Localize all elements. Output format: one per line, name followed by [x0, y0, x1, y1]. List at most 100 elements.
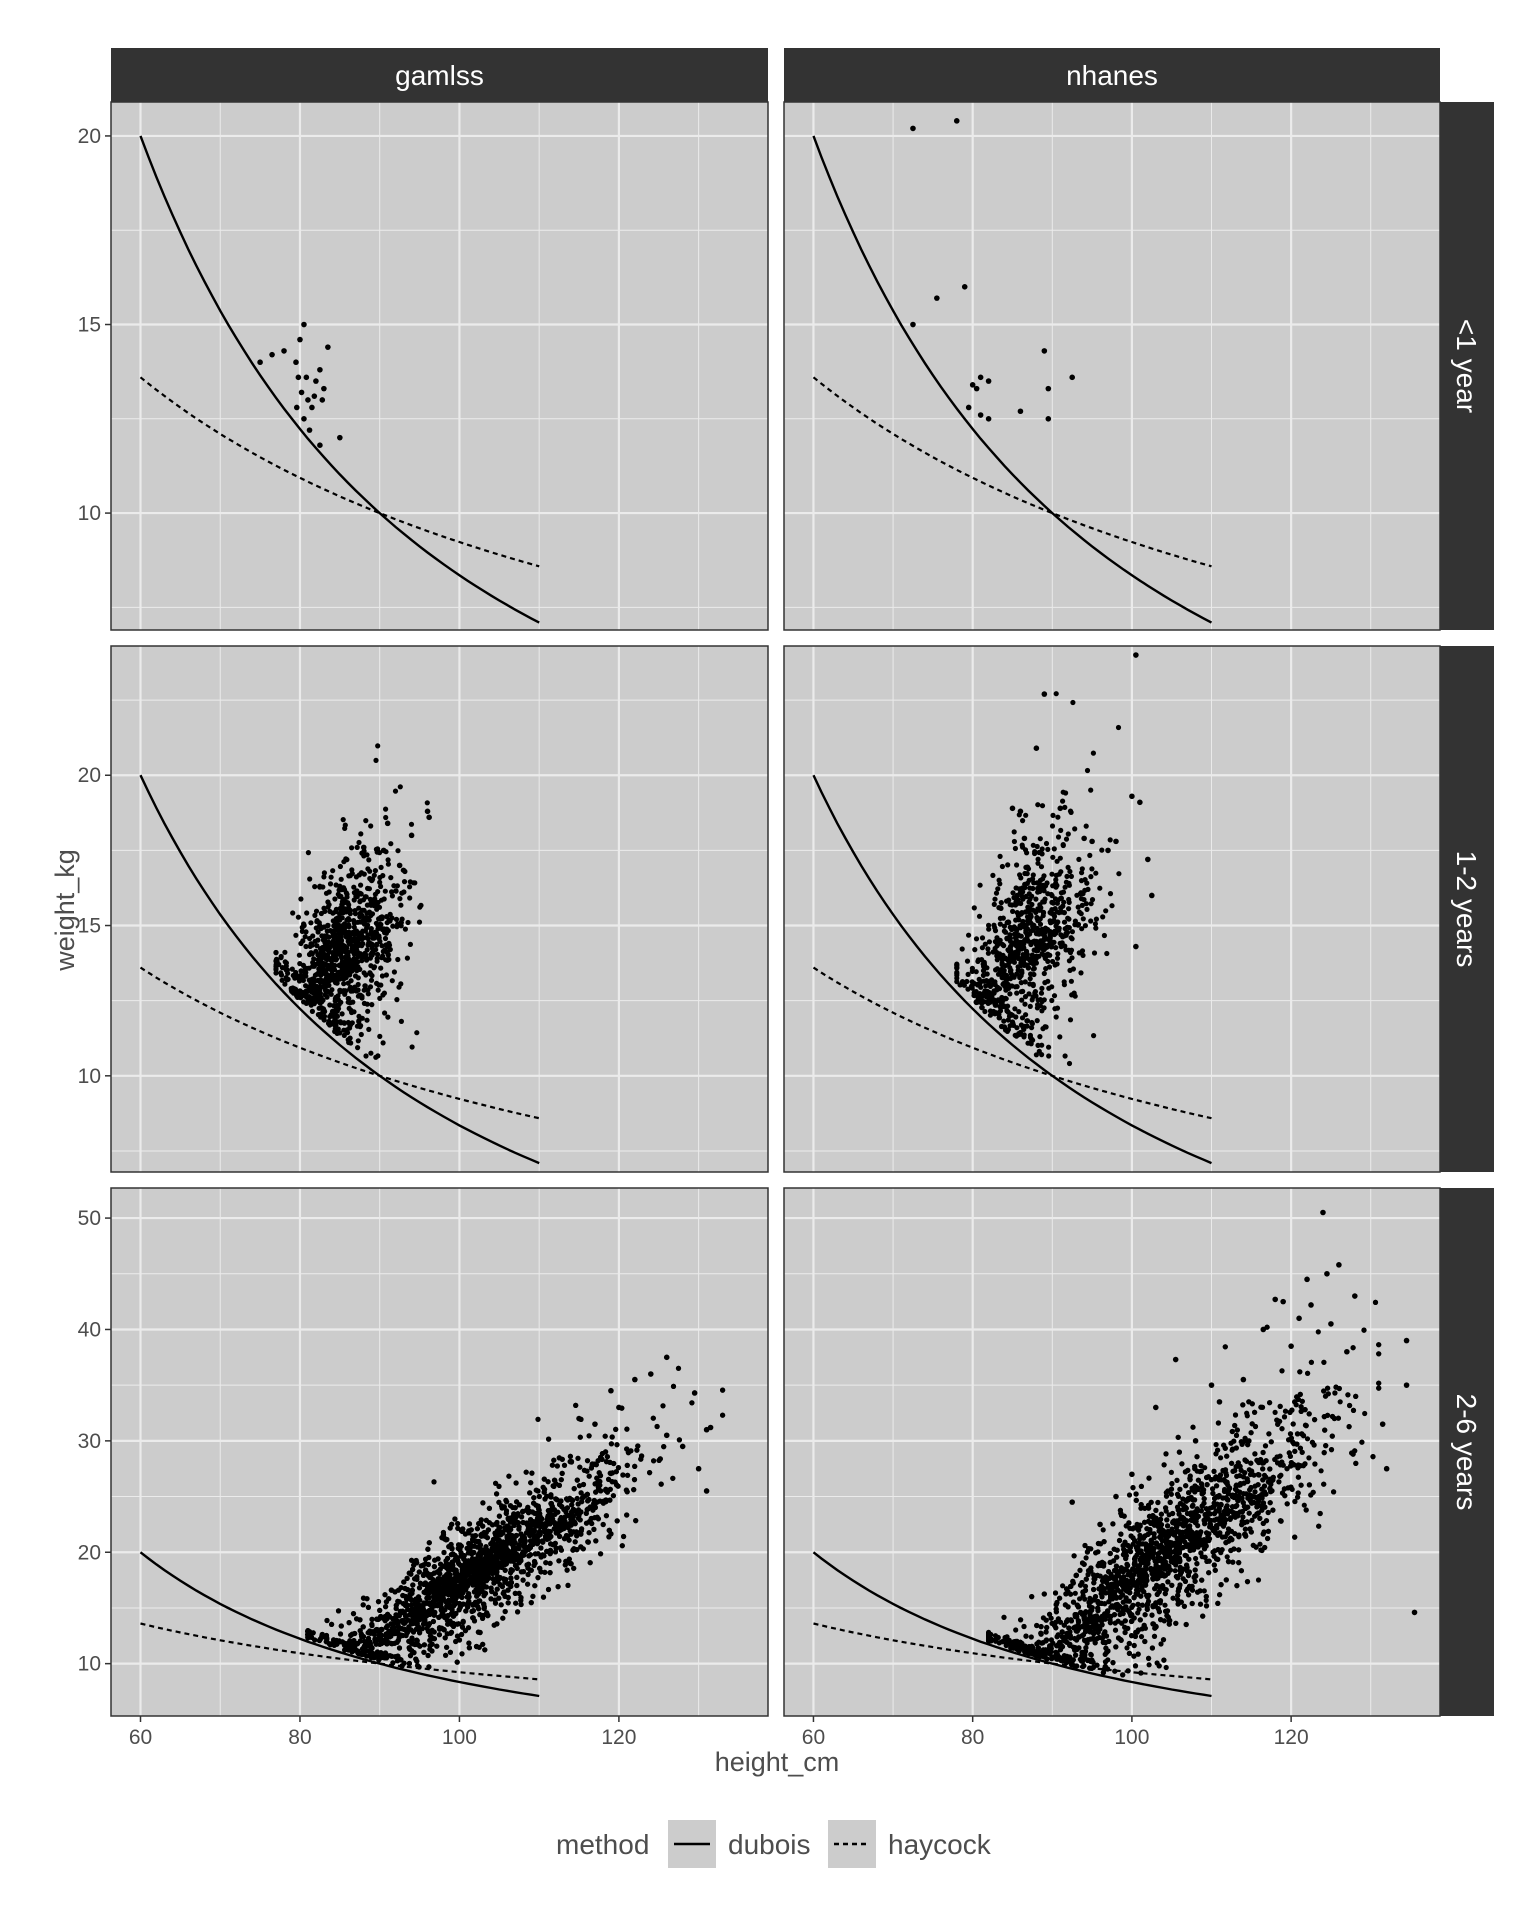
scatter-point — [309, 951, 315, 957]
scatter-point — [297, 336, 303, 343]
scatter-point — [283, 963, 289, 969]
scatter-point — [1035, 918, 1041, 924]
scatter-point — [576, 1483, 583, 1489]
scatter-point — [1078, 890, 1084, 896]
scatter-point — [407, 879, 413, 885]
scatter-point — [973, 989, 979, 995]
scatter-point — [498, 1602, 504, 1608]
scatter-point — [373, 757, 379, 764]
scatter-point — [1037, 907, 1043, 913]
scatter-point — [382, 935, 389, 942]
scatter-point — [376, 916, 382, 922]
scatter-point — [1055, 834, 1062, 840]
scatter-point — [321, 951, 327, 957]
y-tick-label: 20 — [78, 764, 101, 787]
scatter-point — [444, 1644, 450, 1650]
scatter-point — [985, 378, 992, 384]
scatter-point — [1038, 990, 1045, 996]
scatter-point — [528, 1517, 534, 1523]
scatter-point — [1115, 724, 1122, 731]
scatter-point — [545, 1586, 552, 1593]
scatter-point — [552, 1477, 558, 1483]
scatter-point — [327, 881, 334, 887]
scatter-point — [337, 434, 343, 441]
scatter-point — [375, 922, 381, 929]
scatter-point — [334, 1008, 340, 1014]
scatter-point — [571, 1565, 577, 1571]
scatter-point — [1024, 880, 1030, 887]
scatter-point — [322, 987, 329, 993]
scatter-point — [661, 1444, 667, 1450]
scatter-point — [368, 902, 374, 908]
scatter-point — [1000, 915, 1006, 921]
scatter-point — [1109, 903, 1115, 909]
scatter-point — [303, 943, 309, 950]
scatter-point — [395, 956, 401, 963]
scatter-point — [347, 972, 353, 978]
scatter-point — [285, 970, 291, 976]
scatter-point — [332, 1028, 338, 1035]
scatter-point — [1104, 950, 1110, 957]
scatter-point — [1022, 956, 1028, 962]
scatter-point — [1014, 862, 1020, 868]
scatter-point — [1075, 921, 1082, 928]
scatter-point — [360, 928, 366, 934]
scatter-point — [1033, 1052, 1039, 1058]
panel-plot-area — [812, 118, 1213, 624]
scatter-point — [1059, 909, 1065, 915]
scatter-point — [300, 938, 306, 944]
scatter-point — [282, 949, 288, 955]
scatter-point — [365, 1008, 371, 1014]
scatter-point — [1018, 933, 1024, 939]
scatter-point — [355, 954, 361, 960]
scatter-point — [1007, 902, 1013, 908]
scatter-point — [373, 947, 379, 953]
scatter-point — [993, 1002, 999, 1008]
scatter-point — [973, 969, 979, 975]
scatter-point — [1097, 885, 1103, 891]
scatter-point — [1041, 936, 1047, 942]
scatter-point — [278, 953, 284, 960]
scatter-point — [600, 1521, 606, 1528]
scatter-point — [1041, 348, 1048, 354]
scatter-point — [1089, 838, 1095, 845]
scatter-point — [1003, 996, 1009, 1002]
scatter-point — [1014, 952, 1020, 958]
scatter-point — [381, 990, 387, 996]
scatter-point — [1005, 862, 1011, 868]
scatter-point — [1066, 899, 1072, 906]
scatter-point — [514, 1582, 520, 1589]
scatter-point — [1019, 1015, 1026, 1021]
scatter-point — [351, 924, 357, 930]
scatter-point — [384, 926, 390, 932]
scatter-point — [321, 874, 327, 880]
scatter-point — [321, 385, 327, 392]
scatter-point — [1093, 870, 1099, 876]
scatter-point — [393, 888, 399, 894]
scatter-point — [376, 904, 383, 910]
scatter-point — [1089, 866, 1095, 872]
scatter-point — [442, 1635, 448, 1641]
scatter-point — [547, 1570, 553, 1576]
scatter-point — [299, 928, 305, 935]
scatter-point — [408, 832, 415, 839]
scatter-point — [1046, 1053, 1052, 1059]
scatter-point — [997, 951, 1003, 957]
scatter-point — [1003, 929, 1009, 935]
scatter-point — [295, 374, 302, 381]
scatter-point — [398, 1018, 404, 1024]
scatter-point — [343, 954, 350, 961]
scatter-point — [346, 1005, 352, 1012]
scatter-point — [1057, 940, 1063, 946]
scatter-point — [1010, 890, 1016, 896]
scatter-point — [632, 1463, 638, 1469]
scatter-point — [1039, 1008, 1045, 1014]
scatter-point — [1020, 889, 1026, 895]
scatter-point — [441, 1549, 447, 1556]
scatter-point — [1021, 1032, 1027, 1038]
scatter-point — [368, 823, 374, 829]
scatter-point — [298, 968, 304, 974]
scatter-point — [624, 1426, 630, 1432]
scatter-point — [318, 1012, 324, 1018]
scatter-point — [314, 996, 320, 1003]
